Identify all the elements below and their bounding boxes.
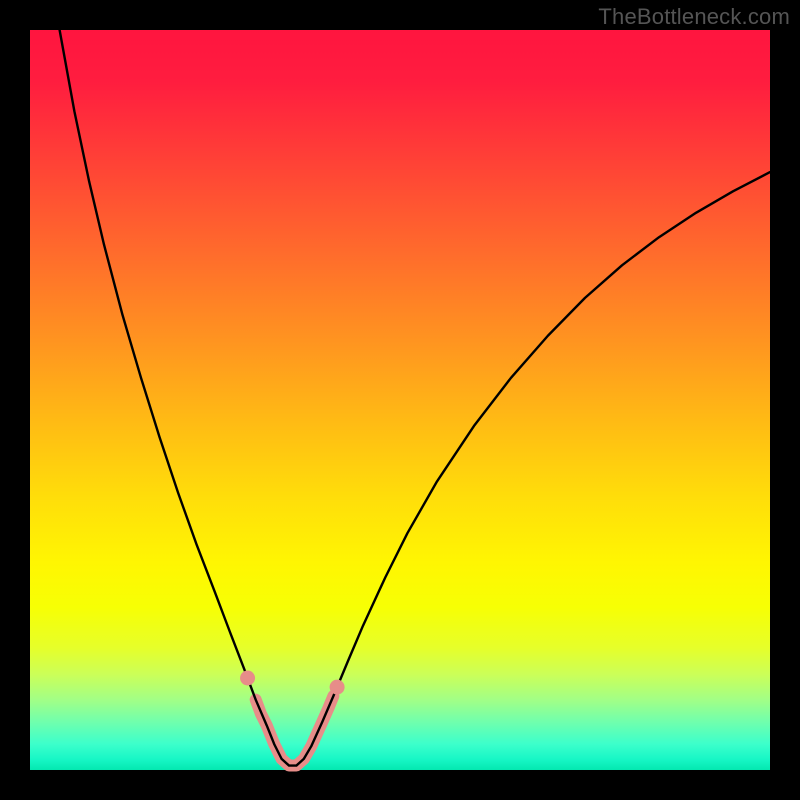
threshold-band [256,696,334,766]
chart-svg-layer [30,30,770,770]
bottleneck-chart [30,30,770,770]
watermark-text: TheBottleneck.com [598,4,790,30]
threshold-dot-right [330,680,345,695]
threshold-dot-left [240,670,255,685]
bottleneck-curve [60,30,770,766]
